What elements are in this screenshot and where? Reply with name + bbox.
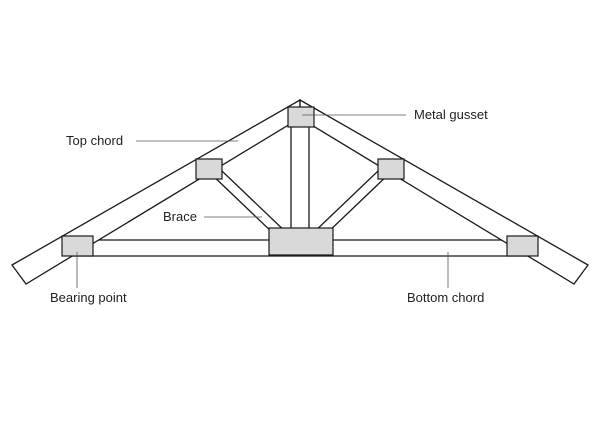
gusset-right-upper xyxy=(377,158,405,180)
label-bearing-point: Bearing point xyxy=(50,290,127,305)
gusset-center xyxy=(268,227,334,256)
gusset-left-upper xyxy=(195,158,223,180)
gusset-left-bearing xyxy=(61,235,94,257)
brace-left xyxy=(206,170,292,237)
label-metal-gusset: Metal gusset xyxy=(414,107,488,122)
gusset-right-bearing xyxy=(506,235,539,257)
label-brace: Brace xyxy=(163,209,197,224)
label-bottom-chord: Bottom chord xyxy=(407,290,484,305)
gusset-peak xyxy=(287,106,315,128)
brace-right xyxy=(308,170,394,237)
label-top-chord: Top chord xyxy=(66,133,123,148)
king-post xyxy=(290,117,310,237)
